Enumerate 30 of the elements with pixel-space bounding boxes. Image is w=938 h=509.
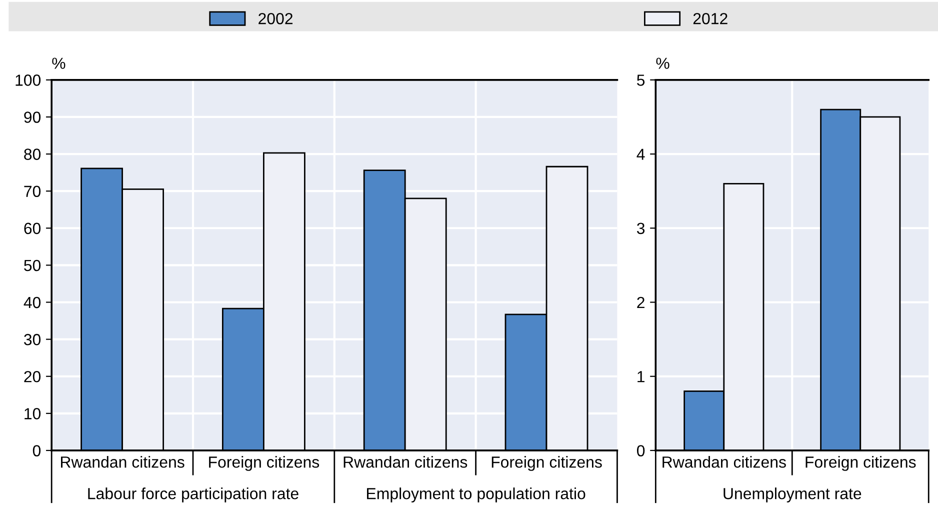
y-tick-label: 0 <box>636 445 645 456</box>
legend-label: 2002 <box>258 12 293 24</box>
x-tick-label: Rwandan citizens <box>61 456 184 468</box>
x-tick-label: Rwandan citizens <box>662 456 786 468</box>
y-tick-label: 5 <box>637 74 645 86</box>
y-tick-label: 2 <box>637 296 644 308</box>
y-axis-title: % <box>656 58 670 69</box>
y-axis-title: % <box>52 58 66 69</box>
y-tick-label: 0 <box>32 445 41 456</box>
y-tick-label: 60 <box>24 222 41 234</box>
text: Labour force participation rate <box>88 488 298 502</box>
y-tick-label: 50 <box>24 260 41 272</box>
y-tick-label: 80 <box>24 148 41 160</box>
y-tick-label: 90 <box>24 112 41 123</box>
x-tick-label: Foreign citizens <box>209 456 320 471</box>
y-tick-label: 4 <box>636 148 645 160</box>
text: Employment to population ratio <box>367 488 586 502</box>
y-tick-label: 10 <box>24 408 41 420</box>
y-tick-label: 30 <box>24 334 41 346</box>
y-tick-label: 1 <box>638 371 644 382</box>
x-tick-label: Foreign citizens <box>492 456 602 471</box>
y-tick-label: 20 <box>24 370 41 382</box>
legend-label: 2012 <box>693 12 728 24</box>
y-tick-label: 100 <box>16 74 41 86</box>
y-tick-label: 3 <box>636 222 645 234</box>
y-tick-label: 70 <box>24 186 41 198</box>
x-tick-label: Foreign citizens <box>806 456 916 471</box>
y-tick-label: 40 <box>24 296 41 308</box>
text: Unemployment rate <box>724 488 862 502</box>
x-tick-label: Rwandan citizens <box>344 456 468 468</box>
